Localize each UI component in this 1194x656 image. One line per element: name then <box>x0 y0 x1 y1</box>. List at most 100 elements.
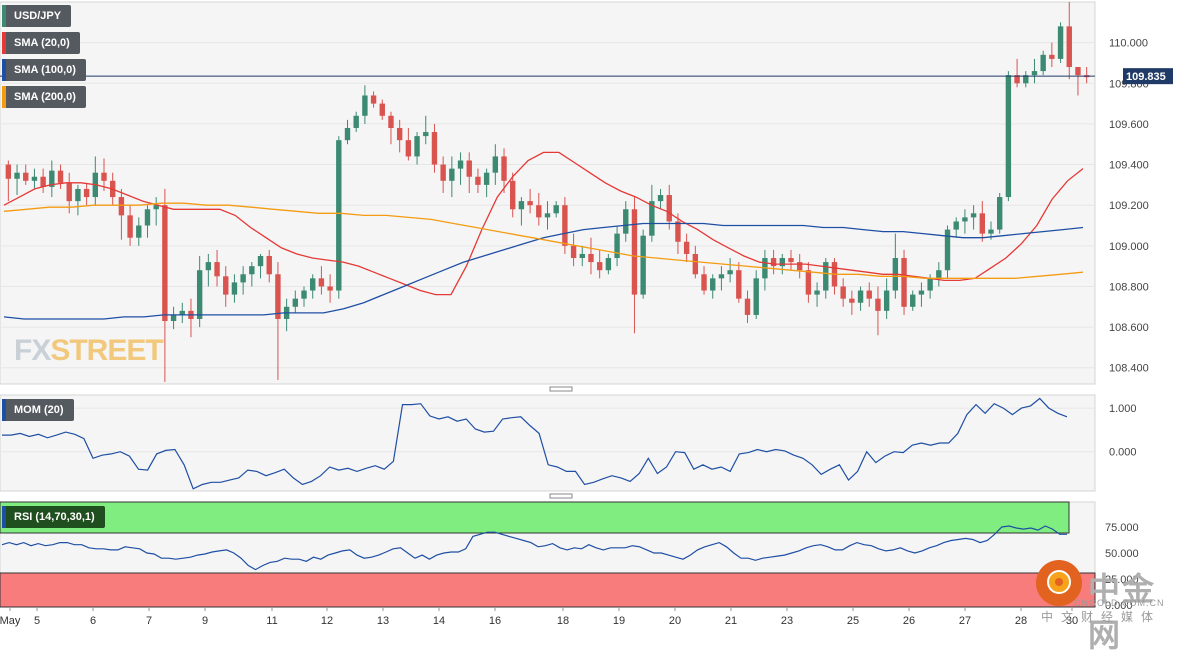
watermark-fx: FX <box>14 334 51 367</box>
candle-body <box>275 274 281 319</box>
candle-body <box>988 229 994 234</box>
legend-mom[interactable]: MOM (20) <box>2 399 74 421</box>
legend-usdjpy[interactable]: USD/JPY <box>2 5 72 27</box>
rsi-tick-label: 50.000 <box>1105 548 1139 560</box>
x-tick-label: 13 <box>377 615 389 627</box>
legend-sma200-marker <box>2 86 6 108</box>
legend-mom-marker <box>2 399 6 421</box>
candle-body <box>553 205 559 214</box>
rsi-tick-label: 25.000 <box>1105 574 1139 586</box>
candle-body <box>483 172 490 185</box>
price-tick-label: 109.200 <box>1109 200 1149 212</box>
indicator-line-sma1000 <box>3 222 1084 320</box>
candle-body <box>883 290 890 311</box>
rsi-tick-label: 75.000 <box>1105 522 1139 534</box>
candle-body <box>379 103 385 116</box>
candle-body <box>57 170 64 183</box>
candle-body <box>1066 26 1072 68</box>
candle-body <box>75 188 81 202</box>
x-tick-label: 16 <box>489 615 501 627</box>
candle-body <box>475 176 481 185</box>
candle-body <box>118 197 125 216</box>
x-tick-label: 26 <box>903 615 915 627</box>
candle-body <box>944 229 951 271</box>
candle-body <box>840 286 846 299</box>
candle-body <box>431 132 438 165</box>
candle-body <box>1057 26 1064 59</box>
legend-sma20[interactable]: SMA (20,0) <box>2 32 80 54</box>
cngold-watermark: 中金网 CNGOLD.COM.CN 中文财经媒体 <box>1036 560 1186 654</box>
legend-sma100[interactable]: SMA (100,0) <box>2 59 86 81</box>
x-tick-label: 21 <box>725 615 737 627</box>
rsi-panel: 75.000 50.000 25.000 0.000 <box>0 501 1139 612</box>
candle-body <box>1049 54 1055 59</box>
candle-body <box>457 160 464 169</box>
candle-body <box>318 278 325 287</box>
chart-svg: 110.000109.800109.600109.400109.200109.0… <box>0 1 1173 627</box>
candle-body <box>736 270 742 299</box>
candle-body <box>370 95 377 104</box>
candle-body <box>396 127 403 141</box>
momentum-panel: 1.000 0.000 <box>0 394 1137 492</box>
legend-sma200-label: SMA (200,0) <box>14 91 76 103</box>
candle-body <box>14 172 20 179</box>
candle-body <box>388 115 394 128</box>
candle-body <box>805 270 812 295</box>
candle-body <box>266 255 272 275</box>
legend-rsi[interactable]: RSI (14,70,30,1) <box>2 506 105 528</box>
x-tick-label: 6 <box>90 615 96 627</box>
candle-body <box>927 278 933 291</box>
candle-body <box>214 262 220 277</box>
candle-body <box>996 197 1003 230</box>
legend-rsi-label: RSI (14,70,30,1) <box>14 511 95 523</box>
candle-body <box>718 274 725 279</box>
x-axis: May 5 6 7 9 11 12 13 14 16 18 19 20 21 23 25 26 27 28 30 <box>0 607 1078 627</box>
candle-body <box>866 290 872 299</box>
cngold-domain: CNGOLD.COM.CN <box>1074 598 1165 608</box>
candle-body <box>910 294 916 307</box>
x-tick-label: May <box>0 615 21 627</box>
candle-body <box>857 290 864 303</box>
candle-body <box>101 172 107 181</box>
candle-body <box>353 115 359 128</box>
candle-body <box>136 225 142 238</box>
candle-body <box>83 188 90 198</box>
price-tick-label: 108.400 <box>1109 363 1149 375</box>
candle-body <box>249 266 255 275</box>
x-tick-label: 7 <box>146 615 152 627</box>
candle-body <box>562 205 568 246</box>
candle-body <box>327 286 333 291</box>
last-price-label: 109.835 <box>1126 71 1166 83</box>
candle-body <box>683 241 690 254</box>
candle-body <box>579 253 585 259</box>
candle-body <box>170 314 177 322</box>
candle-body <box>536 205 542 218</box>
candle-body <box>979 213 985 234</box>
legend-rsi-marker <box>2 506 6 528</box>
candle-body <box>162 205 168 322</box>
watermark-street: STREET <box>50 334 163 367</box>
candle-body <box>205 262 212 271</box>
candle-body <box>614 233 620 259</box>
candle-body <box>770 258 777 267</box>
candle-body <box>196 270 203 319</box>
legend-sma200[interactable]: SMA (200,0) <box>2 86 86 108</box>
candle-body <box>40 176 46 187</box>
rsi-tick-label: 0.000 <box>1105 600 1133 612</box>
candle-body <box>344 127 351 141</box>
x-tick-label: 14 <box>433 615 445 627</box>
price-panel: 110.000109.800109.600109.400109.200109.0… <box>0 1 1173 499</box>
candle-body <box>49 170 55 187</box>
candle-body <box>405 140 412 157</box>
candle-body <box>301 290 307 299</box>
last-price-tag <box>1123 68 1173 85</box>
x-tick-label: 28 <box>1015 615 1027 627</box>
x-tick-label: 23 <box>781 615 793 627</box>
candle-body <box>310 278 316 291</box>
candle-body <box>440 164 446 181</box>
candle-body <box>779 258 785 267</box>
x-tick-label: 12 <box>321 615 333 627</box>
indicator-line-sma200 <box>3 151 1084 296</box>
candle-body <box>970 213 977 218</box>
price-tick-label: 109.600 <box>1109 119 1149 131</box>
